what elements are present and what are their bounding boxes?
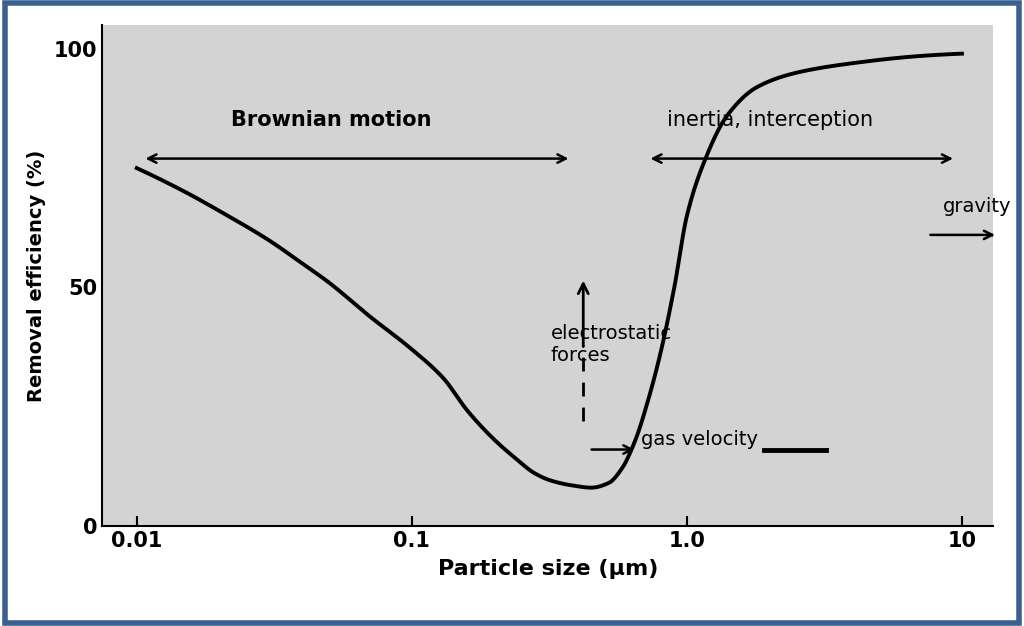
Y-axis label: Removal efficiency (%): Removal efficiency (%) <box>27 150 46 401</box>
Text: gas velocity: gas velocity <box>641 431 758 449</box>
Text: electrostatic
forces: electrostatic forces <box>551 324 672 365</box>
X-axis label: Particle size (μm): Particle size (μm) <box>437 559 658 579</box>
Text: inertia, interception: inertia, interception <box>668 110 873 130</box>
Text: Brownian motion: Brownian motion <box>231 110 431 130</box>
Text: gravity: gravity <box>942 197 1011 216</box>
